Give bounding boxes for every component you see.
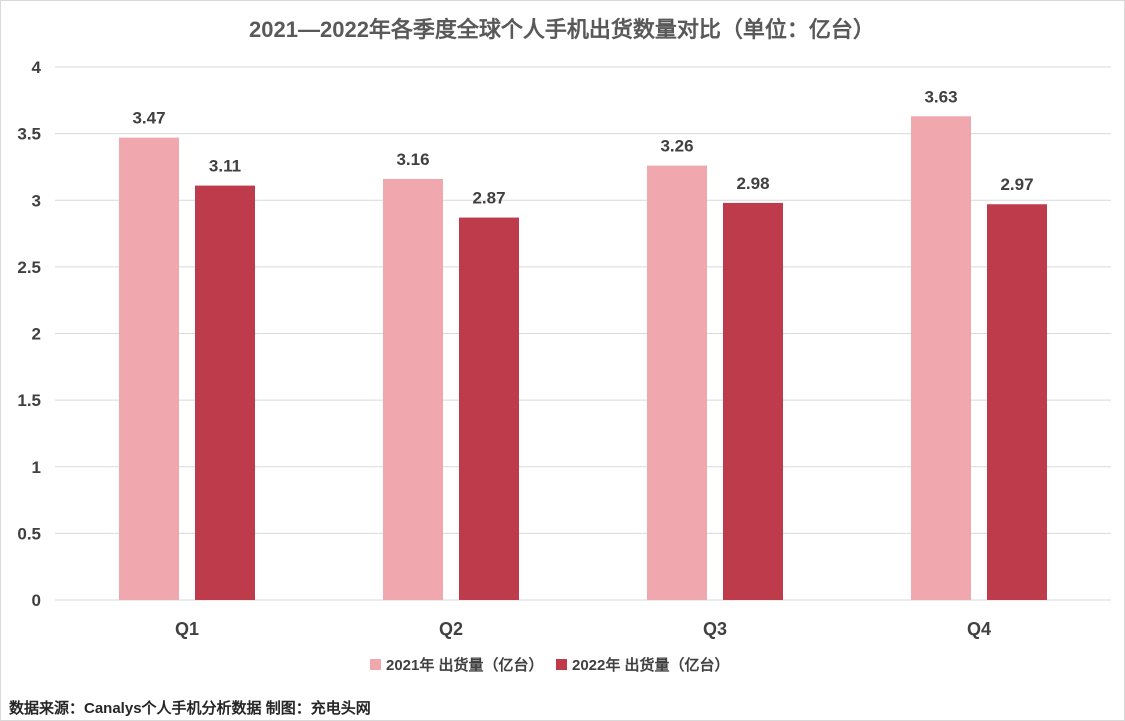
- bar-q2-series-1: [383, 178, 443, 600]
- data-label: 2.98: [736, 174, 769, 193]
- legend-swatch: [370, 659, 381, 670]
- y-tick-label: 0: [32, 591, 41, 610]
- legend-swatch: [556, 659, 567, 670]
- bar-q1-series-1: [119, 137, 179, 600]
- data-label: 3.26: [660, 137, 693, 156]
- y-tick-label: 1.5: [17, 391, 41, 410]
- legend-label: 2021年 出货量（亿台）: [386, 656, 544, 674]
- bar-q3-series-2: [723, 202, 783, 601]
- data-label: 3.47: [132, 109, 165, 128]
- y-tick-label: 3: [32, 191, 41, 210]
- source-note: 数据来源：Canalys个人手机分析数据 制图：充电头网: [9, 700, 371, 717]
- legend: 2021年 出货量（亿台） 2022年 出货量（亿台）: [370, 656, 730, 674]
- y-tick-label: 0.5: [17, 524, 41, 543]
- x-tick-label: Q2: [439, 619, 463, 639]
- x-tick-label: Q4: [967, 619, 991, 639]
- chart-title: 2021—2022年各季度全球个人手机出货数量对比（单位：亿台）: [249, 17, 875, 42]
- bar-q1-series-2: [195, 185, 255, 600]
- data-label: 3.63: [924, 87, 957, 106]
- bar-q3-series-1: [647, 165, 707, 601]
- y-tick-label: 2.5: [17, 258, 41, 277]
- data-label: 3.11: [209, 157, 241, 176]
- data-labels: 3.47 3.11 3.16 2.87 3.26 2.98 3.63 2.97: [132, 87, 1033, 207]
- data-label: 2.97: [1000, 175, 1033, 194]
- x-tick-label: Q1: [175, 619, 199, 639]
- y-tick-label: 4: [32, 58, 42, 77]
- bar-q4-series-2: [987, 204, 1047, 600]
- y-tick-label: 3.5: [17, 125, 41, 144]
- data-label: 2.87: [472, 189, 505, 208]
- x-axis-ticks: Q1 Q2 Q3 Q4: [175, 619, 991, 639]
- bar-q2-series-2: [459, 217, 519, 600]
- x-tick-label: Q3: [703, 619, 727, 639]
- legend-label: 2022年 出货量（亿台）: [572, 656, 730, 674]
- y-tick-label: 1: [32, 458, 41, 477]
- y-axis-ticks: 0 0.5 1 1.5 2 2.5 3 3.5 4: [17, 58, 41, 610]
- data-label: 3.16: [396, 150, 429, 169]
- bars: [119, 116, 1047, 601]
- bar-q4-series-1: [911, 116, 971, 601]
- y-tick-label: 2: [32, 325, 41, 344]
